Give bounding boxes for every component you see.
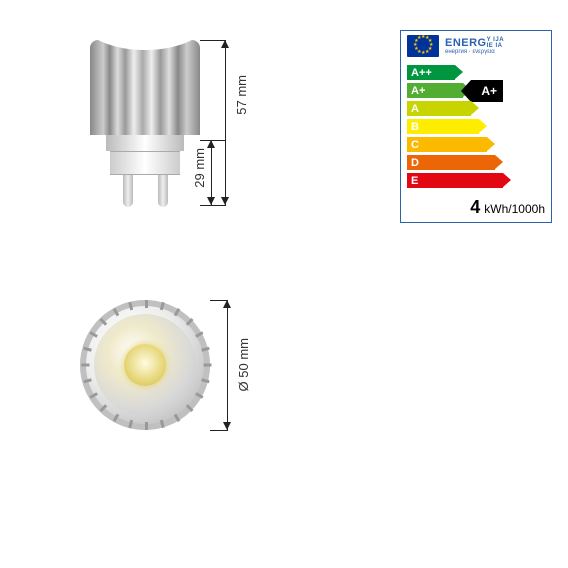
bulb-collar (110, 151, 180, 175)
dim-line-base-height (211, 140, 212, 205)
dim-label-diameter: Ø 50 mm (236, 338, 251, 391)
energy-class-bars: A++ A+A+ ABCDE (401, 61, 551, 193)
energy-bar-tip (479, 119, 487, 133)
rim-notch (186, 318, 194, 326)
rim-notch (83, 378, 92, 383)
rim-notch (201, 347, 210, 352)
rim-notch (89, 331, 97, 338)
rim-notch (160, 420, 165, 429)
rim-notch (145, 300, 148, 308)
rim-notch (186, 404, 194, 412)
energy-class-bar-B: B (407, 119, 479, 134)
rim-notch (99, 318, 107, 326)
rim-notch (113, 308, 120, 316)
rim-notch (128, 420, 133, 429)
energy-bar-tip (471, 101, 479, 115)
bulb-front-notches (80, 300, 210, 430)
eu-star: ★ (425, 50, 429, 55)
energy-header: ★★★★★★★★★★★★ ENERGY IJAIE IA енергия · ε… (401, 31, 551, 61)
energy-consumption-unit: kWh/1000h (484, 202, 545, 216)
energy-consumption-value: 4 (470, 197, 480, 217)
bulb-gu10-pins (110, 175, 180, 207)
dim-arrow-up (221, 40, 229, 48)
rim-notch (83, 347, 92, 352)
pin-left (123, 175, 133, 207)
rim-notch (195, 392, 203, 399)
rim-notch (195, 331, 203, 338)
dim-arrow-base-up (207, 140, 215, 148)
rim-notch (82, 364, 90, 367)
bulb-side-view (90, 40, 200, 207)
energy-bar-tip (487, 137, 495, 151)
energy-title-main: ENERG (445, 37, 487, 49)
bulb-front-view (80, 300, 210, 430)
bulb-neck (106, 135, 184, 151)
eu-flag-icon: ★★★★★★★★★★★★ (407, 35, 439, 57)
energy-bar-tip (503, 173, 511, 187)
rim-notch (99, 404, 107, 412)
energy-bar-tip (455, 65, 463, 79)
energy-class-bar-E: E (407, 173, 503, 188)
rim-notch (145, 422, 148, 430)
rim-notch (89, 392, 97, 399)
energy-footer: 4 kWh/1000h (401, 193, 551, 222)
energy-class-bar-A: A (407, 101, 471, 116)
eu-star: ★ (417, 36, 421, 41)
rim-notch (160, 302, 165, 311)
energy-class-bar-D: D (407, 155, 495, 170)
pin-right (158, 175, 168, 207)
eu-star: ★ (421, 51, 425, 56)
energy-class-bar-Aplusplus: A++ (407, 65, 455, 80)
rim-notch (174, 414, 181, 422)
dim-line-diameter (227, 300, 228, 430)
rim-notch (113, 414, 120, 422)
dim-arrow-diam-down (223, 422, 231, 430)
rim-notch (201, 378, 210, 383)
rim-notch (204, 364, 212, 367)
rim-notch (174, 308, 181, 316)
dim-label-base-height: 29 mm (192, 148, 207, 188)
dim-tick-diam-bot (210, 430, 228, 431)
energy-title: ENERGY IJAIE IA енергия · ενεργεια (445, 37, 504, 55)
dim-label-total-height: 57 mm (234, 75, 249, 115)
dim-line-total-height (225, 40, 226, 205)
dim-arrow-down (221, 197, 229, 205)
energy-label: ★★★★★★★★★★★★ ENERGY IJAIE IA енергия · ε… (400, 30, 552, 223)
energy-class-bar-Aplus: A+A+ (407, 83, 463, 98)
energy-rating-badge: A+ (471, 80, 503, 102)
dim-tick-bottom (200, 205, 226, 206)
energy-subtitle: енергия · ενεργεια (445, 49, 504, 55)
dim-arrow-base-down (207, 197, 215, 205)
energy-class-bar-C: C (407, 137, 487, 152)
dim-arrow-diam-up (223, 300, 231, 308)
energy-bar-tip (495, 155, 503, 169)
bulb-heatsink-fins (90, 40, 200, 135)
rim-notch (128, 302, 133, 311)
